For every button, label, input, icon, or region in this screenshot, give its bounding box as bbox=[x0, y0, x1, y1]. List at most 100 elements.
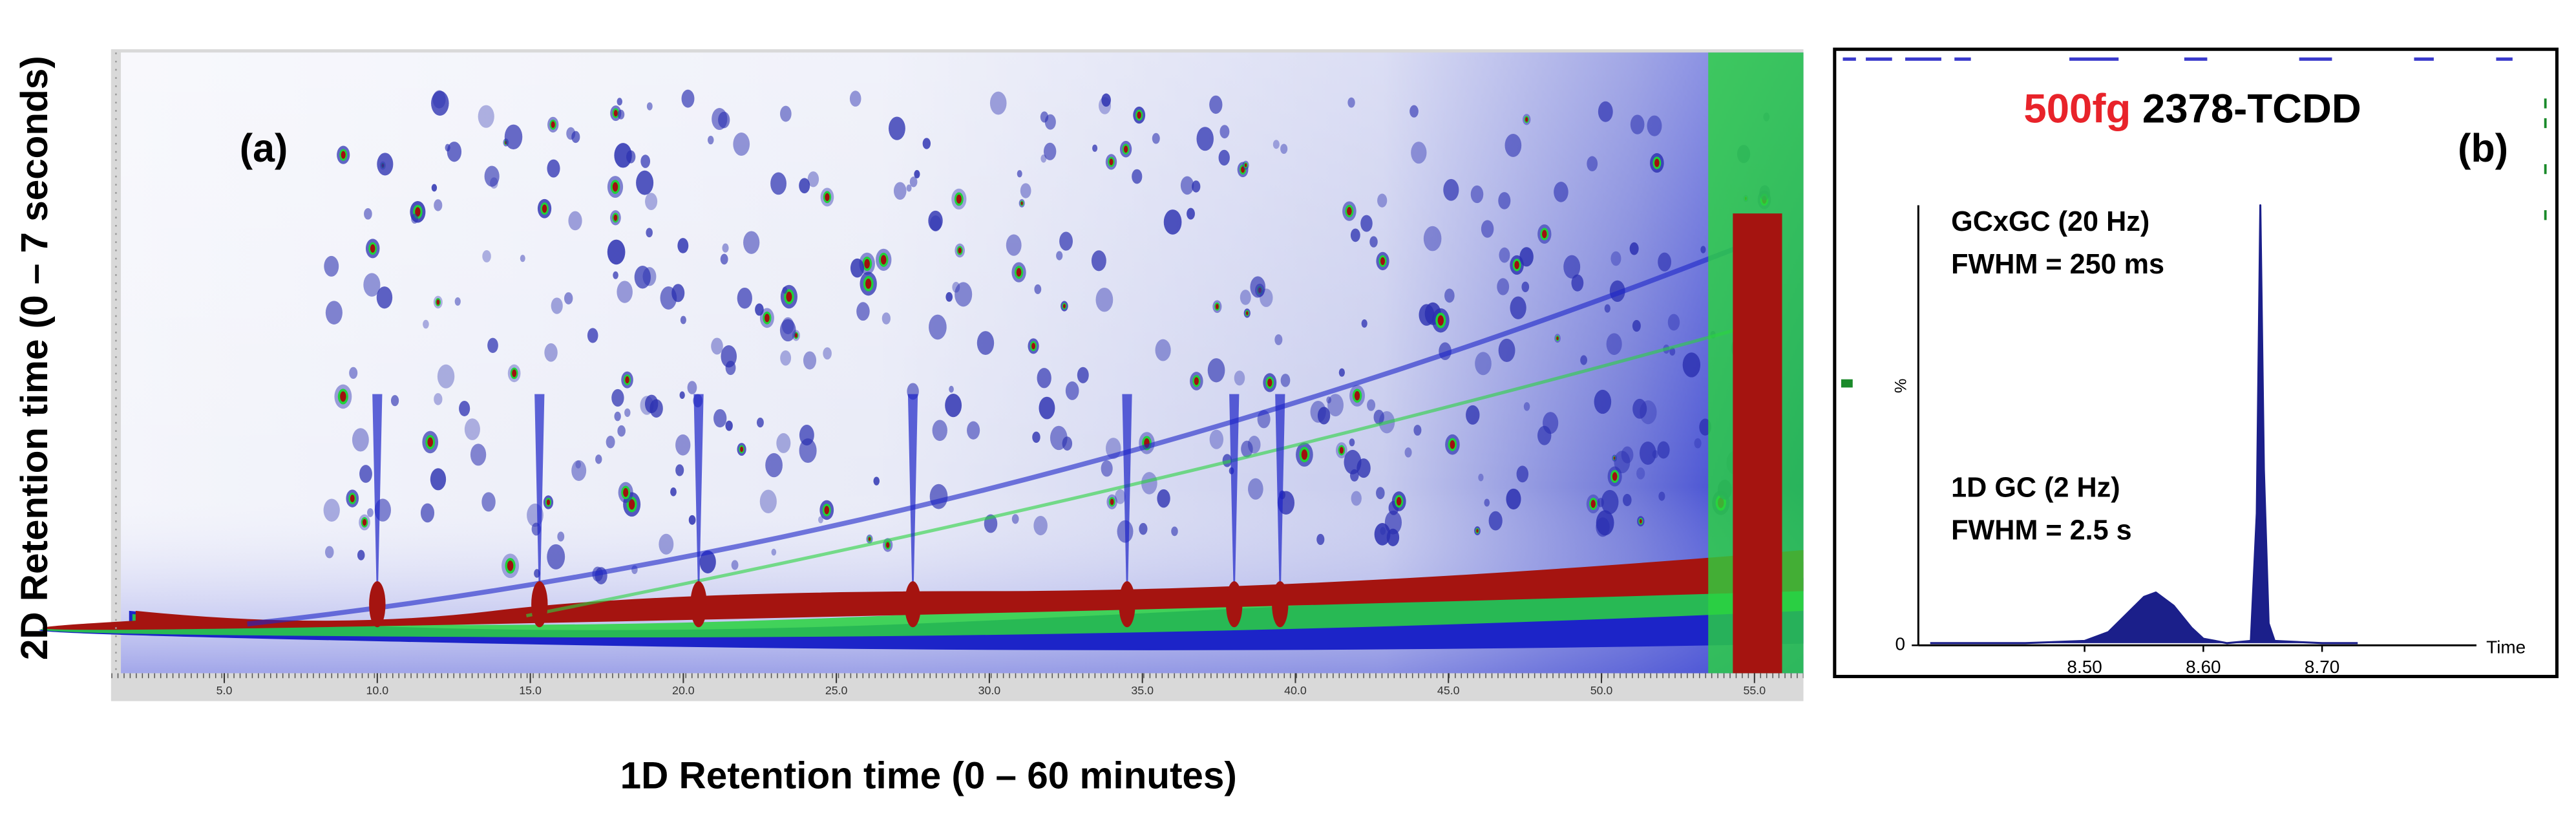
spot bbox=[1694, 438, 1702, 449]
spot bbox=[366, 508, 374, 517]
spot bbox=[1280, 144, 1288, 154]
spot-core bbox=[1476, 529, 1479, 533]
panel-label: (a) bbox=[240, 126, 288, 170]
spot bbox=[882, 312, 891, 325]
spot bbox=[617, 109, 625, 120]
spot bbox=[1006, 234, 1022, 256]
spot bbox=[928, 210, 943, 231]
spot bbox=[614, 411, 621, 421]
spot bbox=[1351, 491, 1362, 506]
spot bbox=[1020, 183, 1031, 198]
spot bbox=[1187, 208, 1195, 220]
spot bbox=[1499, 247, 1510, 263]
spot bbox=[1163, 209, 1182, 235]
spot bbox=[1272, 140, 1280, 149]
chart-title: 500fg 2378-TCDD bbox=[2023, 87, 2361, 132]
spot bbox=[478, 105, 494, 128]
spot-core bbox=[341, 151, 346, 159]
spot-core bbox=[1301, 449, 1308, 460]
spot bbox=[595, 454, 602, 464]
spot bbox=[520, 255, 525, 262]
spot bbox=[1360, 215, 1373, 232]
spot bbox=[1700, 246, 1706, 253]
spot bbox=[646, 228, 653, 238]
spot-core bbox=[786, 292, 792, 302]
spot bbox=[675, 464, 684, 476]
spot-core bbox=[1347, 207, 1352, 216]
peak-core bbox=[531, 581, 548, 628]
spot-core bbox=[868, 537, 871, 541]
spot bbox=[411, 213, 419, 224]
spot bbox=[464, 418, 480, 440]
spot-core bbox=[350, 495, 355, 502]
spot bbox=[949, 385, 954, 393]
spot bbox=[770, 172, 787, 195]
spot bbox=[1247, 436, 1261, 454]
spot bbox=[1280, 374, 1291, 387]
spot bbox=[547, 159, 560, 178]
spot-core bbox=[864, 259, 870, 269]
spot-core bbox=[507, 560, 514, 571]
spot-core bbox=[1244, 163, 1247, 167]
spot bbox=[617, 98, 622, 106]
spot bbox=[1373, 409, 1384, 425]
spot bbox=[363, 273, 381, 297]
spot bbox=[1152, 133, 1160, 144]
spot bbox=[1338, 368, 1345, 377]
spot bbox=[1597, 498, 1604, 507]
annotation: FWHM = 250 ms bbox=[1951, 249, 2164, 280]
x-tick-label: 8.70 bbox=[2305, 657, 2339, 677]
spot bbox=[1092, 144, 1098, 152]
spot bbox=[1475, 352, 1492, 376]
spot-core bbox=[436, 299, 440, 305]
spot bbox=[1376, 487, 1385, 500]
spot bbox=[823, 347, 832, 360]
spot bbox=[377, 153, 394, 176]
spot bbox=[1369, 236, 1378, 248]
spot bbox=[893, 182, 907, 200]
peak-streak bbox=[907, 394, 918, 624]
spot bbox=[733, 132, 750, 156]
spot bbox=[1033, 515, 1048, 536]
peak-core bbox=[1226, 581, 1243, 628]
spot bbox=[487, 337, 498, 353]
spot-core bbox=[370, 244, 375, 253]
spot bbox=[781, 317, 794, 334]
spot bbox=[1506, 488, 1521, 510]
spot bbox=[1647, 115, 1662, 136]
spot-core bbox=[613, 214, 618, 221]
spot bbox=[1091, 250, 1106, 272]
spot-core bbox=[1062, 304, 1066, 309]
spot-core bbox=[956, 194, 962, 204]
spot bbox=[1478, 473, 1484, 482]
peak-core bbox=[690, 581, 707, 628]
spot-core bbox=[958, 247, 962, 254]
spot bbox=[1098, 97, 1111, 114]
spot bbox=[431, 184, 438, 192]
spot bbox=[1667, 314, 1680, 331]
spot bbox=[779, 319, 796, 342]
spot-core bbox=[740, 446, 744, 453]
spot bbox=[1139, 522, 1148, 535]
spot bbox=[679, 391, 685, 400]
annotation: GCxGC (20 Hz) bbox=[1951, 206, 2149, 237]
spot bbox=[423, 319, 429, 329]
spot bbox=[718, 111, 730, 129]
spot bbox=[1234, 370, 1245, 386]
spot bbox=[1209, 429, 1224, 449]
spot bbox=[1423, 226, 1442, 251]
spot bbox=[1219, 125, 1230, 139]
spot-core bbox=[1109, 158, 1114, 165]
x-tick-label: 45.0 bbox=[1437, 684, 1460, 697]
spot bbox=[1409, 105, 1419, 118]
panel-label: (b) bbox=[2458, 126, 2508, 170]
spot bbox=[1357, 458, 1371, 478]
spot-core bbox=[1031, 343, 1036, 350]
peak-core bbox=[1119, 581, 1135, 628]
spot-core bbox=[1639, 518, 1642, 524]
spot-core bbox=[623, 487, 629, 497]
spot bbox=[1481, 220, 1494, 238]
y-axis-label: % bbox=[1892, 379, 1910, 394]
spot bbox=[1209, 95, 1223, 114]
spot bbox=[1115, 489, 1126, 504]
